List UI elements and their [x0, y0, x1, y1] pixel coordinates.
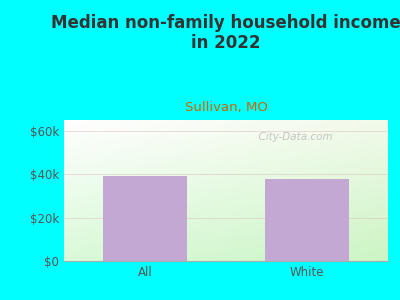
Text: Median non-family household income
in 2022: Median non-family household income in 20…	[51, 14, 400, 52]
Bar	[265, 178, 349, 261]
Bar	[103, 176, 187, 261]
Text: City-Data.com: City-Data.com	[252, 132, 332, 142]
Text: Sullivan, MO: Sullivan, MO	[184, 100, 268, 113]
